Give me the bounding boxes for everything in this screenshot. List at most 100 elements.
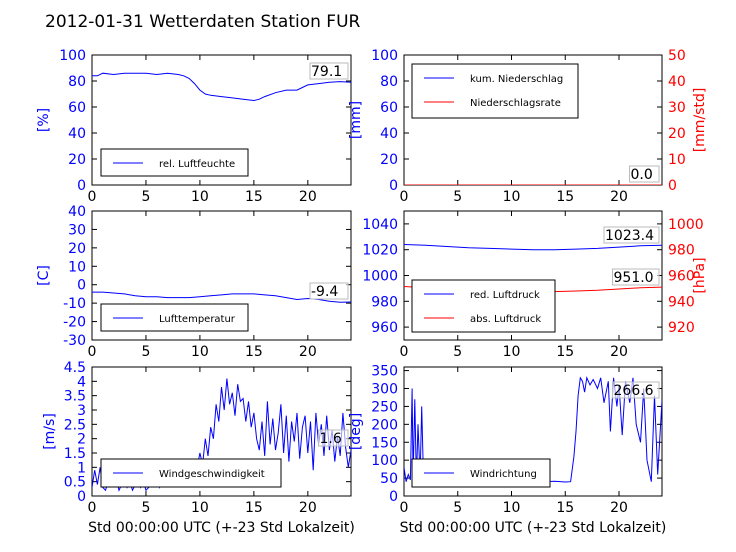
y-tick-label: 1020 — [362, 243, 398, 259]
x-tick-label: 5 — [453, 189, 462, 205]
y-tick-label: 4.5 — [64, 360, 86, 376]
x-tick-label: 20 — [299, 189, 317, 205]
y2-axis-label: [mm/std] — [692, 88, 708, 153]
legend-label: Windgeschwindigkeit — [159, 469, 265, 480]
y-tick-label: 350 — [371, 364, 398, 380]
x-tick-label: 0 — [88, 500, 97, 516]
winddirection-panel: 0 5 10 15 20050100150200250300350[deg]Std 00… — [348, 364, 666, 536]
x-tick-label: 10 — [503, 500, 521, 516]
x-tick-label: 0 — [400, 189, 409, 205]
x-tick-label: 15 — [245, 189, 263, 205]
y-tick-label: -30 — [63, 333, 86, 349]
y-tick-label: 3 — [77, 403, 86, 419]
y-tick-label: 0.5 — [64, 475, 86, 491]
y-axis-label: [C] — [36, 265, 52, 286]
legend-label: Windrichtung — [470, 469, 537, 480]
x-tick-label: 5 — [453, 344, 462, 360]
humidity-panel: 0 5 10 15 20 0 20 40 60 80 100 [%] 79.1 rel. Luftfeuc… — [36, 48, 351, 205]
y2-axis-label: [hPa] — [692, 257, 708, 293]
x-tick-label: 0 — [400, 500, 409, 516]
y-tick-label: 960 — [371, 320, 398, 336]
y-tick-label: -10 — [63, 296, 86, 312]
y-tick-label: 60 — [68, 100, 86, 116]
x-tick-label: 5 — [141, 189, 150, 205]
x-axis-label: Std 00:00:00 UTC (+-23 Std Lokalzeit) — [400, 520, 667, 536]
legend-label: Lufttemperatur — [159, 314, 236, 325]
y2-tick-label: 1000 — [668, 217, 704, 233]
y-tick-label: 1 — [77, 460, 86, 476]
y-tick-label: 30 — [68, 222, 86, 238]
y-tick-label: 20 — [68, 152, 86, 168]
legend-label: abs. Luftdruck — [470, 314, 541, 325]
y-tick-label: 40 — [380, 126, 398, 142]
y-tick-label: 80 — [380, 74, 398, 90]
y2-tick-label: 980 — [668, 243, 695, 259]
x-tick-label: 20 — [610, 344, 628, 360]
pressure-panel: 0 5 10 15 20 960 980 1000 1020 1040 920 940 960 980 10… — [362, 211, 708, 360]
x-tick-label: 15 — [556, 500, 574, 516]
y-tick-label: 20 — [380, 152, 398, 168]
y-tick-label: 200 — [371, 417, 398, 433]
y-tick-label: 40 — [68, 204, 86, 220]
x-tick-label: 20 — [610, 189, 628, 205]
y2-tick-label: 960 — [668, 269, 695, 285]
x-tick-label: 15 — [245, 344, 263, 360]
x-tick-label: 5 — [453, 500, 462, 516]
last-value-label: 266.6 — [614, 383, 654, 399]
y2-tick-label: 30 — [668, 100, 686, 116]
y-tick-label: 300 — [371, 382, 398, 398]
last-value-label: 1023.4 — [605, 228, 654, 244]
y-tick-label: 1.5 — [64, 446, 86, 462]
y2-tick-label: 20 — [668, 126, 686, 142]
y-tick-label: 0 — [77, 278, 86, 294]
figure-title: 2012-01-31 Wetterdaten Station FUR — [45, 12, 361, 32]
last-value-label: 951.0 — [614, 270, 654, 286]
legend-label: red. Luftdruck — [470, 290, 540, 301]
x-tick-label: 15 — [556, 344, 574, 360]
y2-tick-label: 0 — [668, 178, 677, 194]
x-tick-label: 20 — [299, 344, 317, 360]
y2-tick-label: 50 — [668, 48, 686, 64]
y2-tick-label: 10 — [668, 152, 686, 168]
x-tick-label: 10 — [191, 344, 209, 360]
y-tick-label: 0 — [77, 489, 86, 505]
y-tick-label: 40 — [68, 126, 86, 142]
legend-label: rel. Luftfeuchte — [159, 159, 235, 170]
x-tick-label: 15 — [556, 189, 574, 205]
y-tick-label: 50 — [380, 471, 398, 487]
precipitation-panel: 0 5 10 15 20 0 20 40 60 80 100 0 10 20 30 40 50 [mm] [mm/s… — [348, 48, 708, 205]
x-tick-label: 10 — [191, 500, 209, 516]
x-tick-label: 0 — [400, 344, 409, 360]
y-tick-label: 100 — [59, 48, 86, 64]
x-tick-label: 15 — [245, 500, 263, 516]
windspeed-panel: 0 5 10 15 20 00.511.522.533.544.5 [m/s] Std 00:… — [42, 360, 355, 536]
y-axis-label: [m/s] — [42, 413, 58, 450]
y-tick-label: 20 — [68, 241, 86, 257]
x-tick-label: 10 — [191, 189, 209, 205]
x-axis-label: Std 00:00:00 UTC (+-23 Std Lokalzeit) — [88, 520, 355, 536]
y-tick-label: 0 — [77, 178, 86, 194]
x-tick-label: 20 — [299, 500, 317, 516]
x-tick-label: 0 — [88, 189, 97, 205]
y-tick-label: 100 — [371, 48, 398, 64]
last-value-label: 0.0 — [631, 167, 653, 183]
x-tick-label: 10 — [503, 189, 521, 205]
x-tick-label: 0 — [88, 344, 97, 360]
y-tick-label: 250 — [371, 399, 398, 415]
x-tick-label: 5 — [141, 344, 150, 360]
y-tick-label: 4 — [77, 374, 86, 390]
legend-label: kum. Niederschlag — [470, 74, 563, 85]
y-tick-label: 0 — [389, 178, 398, 194]
y-tick-label: 3.5 — [64, 389, 86, 405]
x-tick-label: 10 — [503, 344, 521, 360]
last-value-label: 79.1 — [311, 64, 342, 80]
y2-tick-label: 40 — [668, 74, 686, 90]
y-tick-label: 0 — [389, 489, 398, 505]
x-tick-label: 5 — [141, 500, 150, 516]
last-value-label: 1.6 — [320, 431, 342, 447]
y-tick-label: 980 — [371, 294, 398, 310]
x-tick-label: 20 — [610, 500, 628, 516]
y-tick-label: 1000 — [362, 269, 398, 285]
y-tick-label: 80 — [68, 74, 86, 90]
